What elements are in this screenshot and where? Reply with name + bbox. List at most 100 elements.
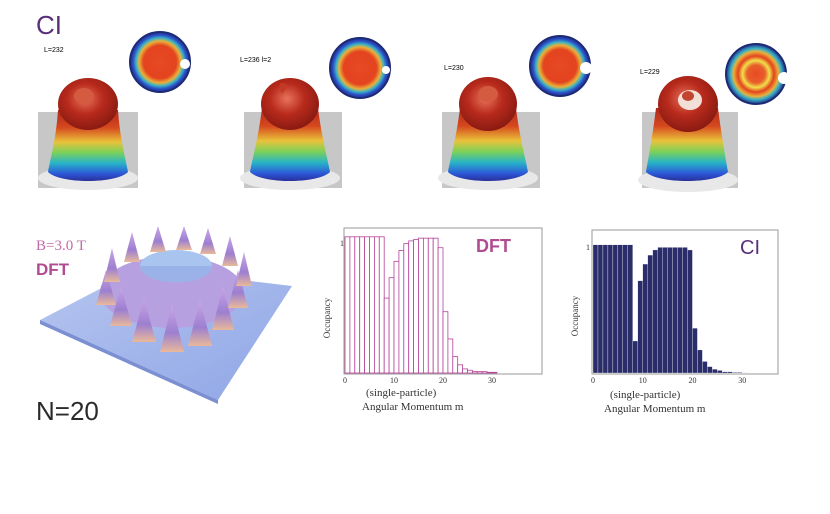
ci-bar	[737, 372, 743, 374]
ci-x-ticks: 0 10 20 30	[591, 376, 746, 385]
l-label-1: L=232	[44, 47, 64, 54]
l-label-3: L=230	[444, 65, 464, 72]
ci-bar	[627, 244, 633, 374]
ci-x-tick-label: 30	[738, 376, 746, 385]
dft-bar	[422, 237, 429, 374]
dft-bar	[354, 236, 361, 374]
ci-occupancy-chart: 0 10 20 30	[591, 229, 779, 385]
ci-bar	[667, 247, 673, 374]
ci-chart-title: CI	[740, 237, 760, 259]
ci-y-tick-1: 1	[586, 243, 590, 252]
dft-x-tick-label: 0	[343, 376, 347, 385]
dft-bar	[447, 338, 454, 374]
ci-density-plot-2	[240, 78, 342, 190]
ci-bar	[722, 371, 728, 374]
dft-bar	[393, 260, 400, 374]
dft-bars	[344, 236, 498, 374]
dft-bar	[413, 239, 419, 374]
ci-bar	[692, 327, 698, 374]
ci-contour-disk-2	[329, 37, 391, 99]
ci-y-label: Occupancy	[570, 295, 580, 336]
dft-chart-title: DFT	[476, 236, 511, 256]
dft-bar	[408, 240, 415, 374]
ci-bar	[642, 263, 648, 374]
ci-bar	[612, 244, 619, 374]
ci-bar	[697, 349, 703, 374]
dft-y-tick-1: 1	[340, 239, 344, 248]
ci-density-plot-3	[438, 77, 540, 190]
dft-x-label-line1: (single-particle)	[366, 387, 437, 399]
ci-density-plot-1	[38, 78, 138, 190]
dft-bar	[388, 277, 395, 374]
ci-contour-disk-4	[725, 43, 790, 105]
dft-x-tick-label: 30	[488, 376, 496, 385]
dft-bar	[437, 247, 444, 374]
ci-bar	[677, 247, 683, 374]
dft-bar	[476, 371, 483, 374]
l-label-2: L=236 l=2	[240, 57, 271, 64]
dft-bar	[359, 236, 366, 374]
dft-bar	[471, 371, 478, 374]
dft-bar	[442, 311, 449, 374]
ci-bar	[607, 244, 614, 374]
dft-bar	[432, 237, 439, 374]
dft-bar	[344, 236, 351, 374]
ci-panel-title: CI	[36, 10, 62, 40]
dft-bar	[418, 237, 424, 374]
ci-x-tick-label: 10	[639, 376, 647, 385]
dft-bar	[491, 371, 498, 374]
ci-x-label-line1: (single-particle)	[610, 389, 681, 401]
dft-bar	[462, 368, 468, 374]
ci-bar	[672, 247, 678, 374]
ci-bar	[632, 340, 638, 374]
ci-bar	[637, 280, 643, 374]
dft-bar	[383, 297, 390, 374]
ci-bar	[662, 247, 668, 374]
ci-x-tick-label: 20	[688, 376, 696, 385]
dft-bar	[427, 237, 434, 374]
ci-contour-disk-3	[529, 35, 592, 97]
dft-bar	[403, 243, 410, 374]
ci-bar	[717, 370, 723, 374]
dft-bar	[486, 371, 493, 374]
dft-method-label: DFT	[36, 260, 70, 279]
ci-bar	[602, 244, 609, 374]
particle-count-label: N=20	[36, 396, 99, 426]
dft-x-label-line2: Angular Momentum m	[362, 401, 464, 413]
dft-bar	[452, 356, 459, 374]
ci-bar	[687, 249, 693, 374]
field-strength-label: B=3.0 T	[36, 238, 86, 254]
ci-density-plot-4	[638, 76, 738, 192]
ci-bar	[732, 372, 738, 374]
ci-bar	[592, 244, 599, 374]
ci-contour-disk-1	[129, 31, 191, 93]
ci-bar	[622, 244, 628, 374]
dft-bar	[369, 236, 375, 374]
dft-bar	[373, 236, 380, 374]
ci-bars	[592, 244, 748, 374]
ci-bar	[712, 369, 718, 374]
ci-x-tick-label: 0	[591, 376, 595, 385]
dft-bar	[481, 371, 488, 374]
ci-bar	[597, 244, 604, 374]
ci-bar	[682, 247, 688, 374]
dft-bar	[349, 236, 356, 374]
ci-bar	[647, 254, 653, 374]
dft-bar	[398, 250, 405, 374]
ci-bar	[727, 371, 733, 374]
dft-occupancy-chart: 0 10 20 30	[343, 227, 543, 385]
dft-y-label: Occupancy	[322, 297, 332, 338]
ci-bar	[707, 366, 713, 374]
l-label-4: L=229	[640, 69, 660, 76]
dft-bar	[364, 236, 370, 374]
dft-bar	[457, 364, 464, 374]
dft-bar	[467, 369, 473, 374]
ci-bar	[652, 249, 658, 374]
dft-x-tick-label: 20	[439, 376, 447, 385]
dft-x-ticks: 0 10 20 30	[343, 376, 496, 385]
dft-density-surface	[40, 226, 292, 404]
dft-x-tick-label: 10	[390, 376, 398, 385]
ci-bar	[657, 247, 663, 374]
dft-bar	[378, 236, 385, 374]
